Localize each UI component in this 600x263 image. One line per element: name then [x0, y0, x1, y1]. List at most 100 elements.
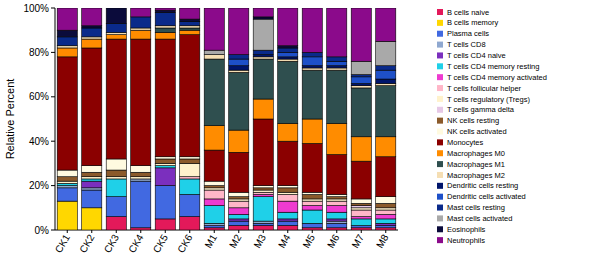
bar-segment: [351, 8, 371, 61]
bar-segment: [302, 57, 322, 66]
bar-segment: [57, 181, 77, 183]
legend-label: Mast cells resting: [447, 203, 505, 212]
legend-swatch: [437, 42, 443, 48]
bar-segment: [278, 221, 298, 225]
bar-segment: [204, 206, 224, 224]
bar-segment: [180, 28, 200, 30]
bar-segment: [229, 221, 249, 225]
bar-segment: [327, 70, 347, 123]
legend-swatch: [437, 183, 443, 189]
bar-segment: [302, 70, 322, 119]
bar-segment: [327, 228, 347, 230]
bar-segment: [57, 37, 77, 46]
bar-segment: [82, 177, 102, 179]
x-tick-label: CK6: [175, 232, 194, 255]
bar-segment: [57, 57, 77, 170]
legend-label: Eosinophils: [447, 225, 486, 234]
bar-segment: [57, 46, 77, 48]
bar-segment: [204, 226, 224, 228]
bar-segment: [327, 199, 347, 201]
bar-segment: [351, 210, 371, 217]
bar-segment: [180, 157, 200, 159]
bar-segment: [229, 8, 249, 55]
legend-label: T cells regulatory (Tregs): [447, 95, 530, 104]
legend-swatch: [437, 107, 443, 113]
bar-segment: [180, 194, 200, 216]
bar-segment: [180, 177, 200, 179]
y-tick: [51, 230, 55, 231]
bar-segment: [376, 219, 396, 223]
legend-label: Monocytes: [447, 138, 484, 147]
bar-segment: [253, 192, 273, 194]
y-tick: [51, 96, 55, 97]
bar-segment: [155, 32, 175, 39]
bar-segment: [351, 219, 371, 226]
bar-segment: [302, 228, 322, 230]
bar-segment: [253, 226, 273, 230]
bar-segment: [180, 35, 200, 157]
bar-segment: [204, 186, 224, 188]
bar-segment: [302, 223, 322, 227]
bar-segment: [180, 26, 200, 28]
bar-segment: [180, 8, 200, 19]
y-tick-label: 20%: [29, 180, 49, 191]
legend-label: T cells CD8: [447, 40, 486, 49]
bar-segment: [376, 86, 396, 137]
x-tick-label: CK4: [126, 232, 145, 255]
bar-segment: [302, 199, 322, 201]
bar-segment: [302, 210, 322, 223]
bar-segment: [376, 210, 396, 214]
x-tick: [165, 230, 166, 233]
bar-segment: [204, 223, 224, 225]
bar-segment: [302, 119, 322, 143]
bar-segment: [57, 177, 77, 181]
bar-segment: [155, 168, 175, 186]
bar-segment: [229, 70, 249, 72]
x-tick: [238, 230, 239, 233]
x-tick: [116, 230, 117, 233]
bar-segment: [376, 203, 396, 207]
bar-segment: [376, 41, 396, 65]
x-tick: [312, 230, 313, 233]
bar-segment: [155, 166, 175, 168]
bar-segment: [278, 123, 298, 141]
y-axis-label: Relative Percent: [4, 79, 16, 160]
legend-label: NK cells resting: [447, 116, 499, 125]
bar-segment: [131, 177, 151, 179]
bar-segment: [229, 192, 249, 196]
bar-segment: [180, 21, 200, 25]
bar-segment: [204, 190, 224, 199]
legend-swatch: [437, 150, 443, 156]
bar-segment: [204, 55, 224, 59]
bar-segment: [155, 12, 175, 25]
bar-segment: [351, 208, 371, 210]
bar-segment: [327, 221, 347, 223]
bar-segment: [229, 208, 249, 215]
bar-segment: [57, 8, 77, 30]
bar-segment: [376, 226, 396, 228]
bar-segment: [376, 83, 396, 85]
bar-segment: [229, 214, 249, 218]
bar-segment: [229, 226, 249, 230]
bar-segment: [253, 99, 273, 119]
bar-segment: [278, 59, 298, 61]
x-tick-label: M1: [203, 232, 220, 250]
bar-segment: [106, 24, 126, 33]
bar-segment: [106, 8, 126, 24]
bar-segment: [278, 192, 298, 194]
bar-segment: [155, 186, 175, 219]
bar-segment: [253, 186, 273, 188]
y-tick-label: 40%: [29, 136, 49, 147]
bar-segment: [253, 8, 273, 17]
bar-segment: [376, 208, 396, 210]
bar-segment: [327, 212, 347, 219]
bar-segment: [302, 194, 322, 198]
bar-segment: [204, 228, 224, 230]
bar-segment: [351, 61, 371, 74]
bar-segment: [155, 28, 175, 32]
bar-segment: [204, 50, 224, 54]
bar-segment: [278, 141, 298, 185]
bar-segment: [327, 155, 347, 195]
x-tick-label: CK5: [151, 232, 170, 255]
bar-segment: [253, 197, 273, 221]
